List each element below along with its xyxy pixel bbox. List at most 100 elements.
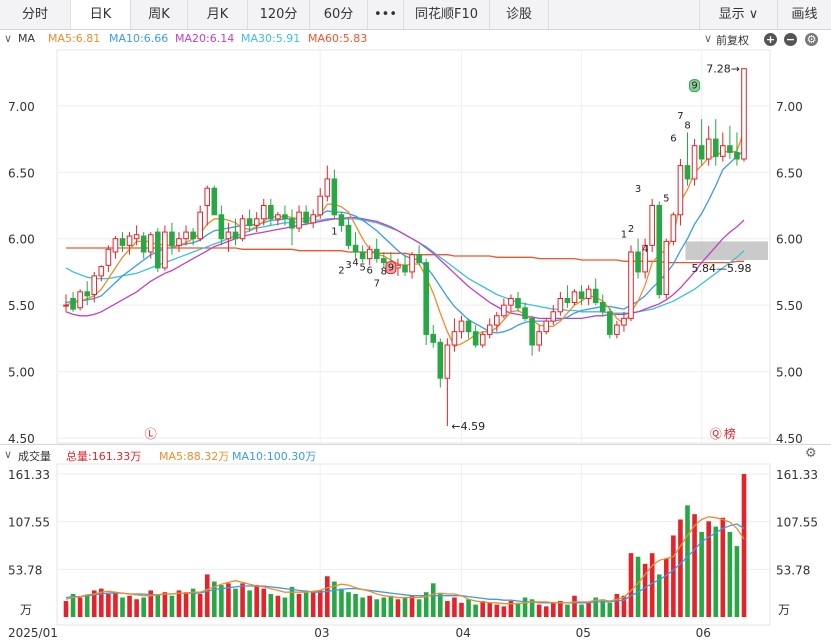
tab-monthly-k[interactable]: 月K [188,0,248,29]
adjust-chevron-icon[interactable]: ∨ [704,32,713,45]
chart-marker: 榜 [724,426,736,441]
candle-up [183,231,189,240]
support-zone-band [685,241,768,260]
volume-bar-down [155,593,161,617]
volume-bar-up [254,585,259,617]
candle-down [522,307,528,319]
volume-legend-title: 成交量 [18,450,51,463]
price-y-tick-left: 5.00 [8,366,35,380]
collapse-chevron-icon[interactable]: ∨ [4,32,13,45]
volume-collapse-icon[interactable]: ∨ [4,448,13,461]
zoom-out-icon[interactable]: − [784,33,797,46]
tab-daily-k[interactable]: 日K [71,0,131,29]
volume-bar-down [635,556,641,617]
volume-bar-up [395,599,401,617]
zoom-in-icon[interactable]: + [764,33,777,46]
price-y-tick-right: 4.50 [776,432,803,446]
volume-unit-right: 万 [778,603,790,617]
volume-bar-down [346,592,351,617]
volume-bar-up [99,588,104,617]
volume-bar-down [190,588,196,617]
tab-60-minute[interactable]: 60分 [310,0,368,29]
candle-up [147,234,154,253]
tab-f10[interactable]: 同花顺F10 [404,0,490,29]
candle-up [204,187,211,207]
sequence-label: 2 [628,224,634,235]
sequence-label: 2 [338,265,344,276]
volume-plot-frame [56,463,771,626]
volume-bar-down [515,602,521,617]
volume-legend-bar: ∨ 成交量 总量:161.33万 MA5:88.32万 MA10:100.30万… [0,444,831,465]
price-y-tick-left: 5.50 [8,299,35,313]
price-plot-frame [56,49,771,444]
volume-bar-down [388,595,394,617]
candle-down [430,333,437,343]
ma5-legend: MA5:6.81 [48,32,101,45]
candle-up [133,234,140,240]
candle-up [705,138,712,160]
volume-bar-down [353,593,358,617]
x-tick-label: 06 [696,626,711,640]
ma30-legend: MA30:5.91 [241,32,301,45]
tab-intraday[interactable]: 分时 [0,0,71,29]
sequence-label: 3 [635,184,641,195]
sequence-label: 6 [367,265,373,276]
volume-bar-down [713,526,719,617]
candle-down [698,145,705,160]
draw-lines-button[interactable]: 画线 [777,0,831,29]
x-tick-label: 05 [576,626,591,640]
price-annotation: 7.28→ [706,63,740,76]
volume-bar-down [529,599,535,617]
x-tick-label: 04 [456,626,471,640]
candle-down [599,301,606,313]
volume-y-tick-left: 161.33 [8,468,50,482]
candle-down [352,244,359,253]
candle-up [571,291,578,303]
candle-up [63,304,69,307]
tab-120-minute[interactable]: 120分 [248,0,310,29]
volume-bar-down [84,595,90,617]
volume-bar-up [452,597,457,617]
volume-bar-up [409,595,415,617]
volume-bar-up [77,597,83,617]
candle-up [557,298,564,313]
volume-bar-down [565,604,570,617]
candle-down [381,258,387,264]
settings-gear-icon[interactable]: ⚙ [805,33,818,46]
volume-bar-up [176,590,182,617]
volume-bar-down [212,581,217,617]
candle-down [529,317,535,346]
volume-ma10-line [65,523,745,604]
tab-weekly-k[interactable]: 周K [131,0,188,29]
candle-up [628,251,634,319]
volume-bar-down [282,597,288,617]
candle-up [458,320,465,333]
candle-down [373,248,380,260]
volume-bar-down [374,599,380,617]
candle-down [155,231,161,269]
volume-bar-down [727,531,733,617]
volume-bar-down [522,597,528,617]
volume-bar-down [593,597,598,617]
display-menu-button[interactable]: 显示 ∨ [699,0,777,29]
adjust-mode-dropdown[interactable]: 前复权 [716,34,749,47]
candle-down [727,145,733,153]
candle-down [592,288,599,303]
volume-bar-down [120,597,125,617]
more-tabs-button[interactable]: ••• [368,0,404,29]
sequence-label: 5 [663,194,669,205]
candle-up [409,254,415,273]
volume-settings-gear-icon[interactable]: ⚙ [805,446,817,461]
volume-bar-up [741,474,747,617]
ma-legend-title: MA [18,32,36,45]
candle-up [494,315,500,326]
sequence-label: 5 [359,263,365,274]
volume-bar-down [685,505,690,617]
volume-bar-up [204,574,210,617]
tab-diagnosis[interactable]: 诊股 [490,0,549,29]
volume-bar-up [240,583,245,617]
candle-up [239,218,246,240]
candle-up [98,266,105,277]
candle-down [246,218,253,226]
sequence-label: 9 [691,81,697,92]
